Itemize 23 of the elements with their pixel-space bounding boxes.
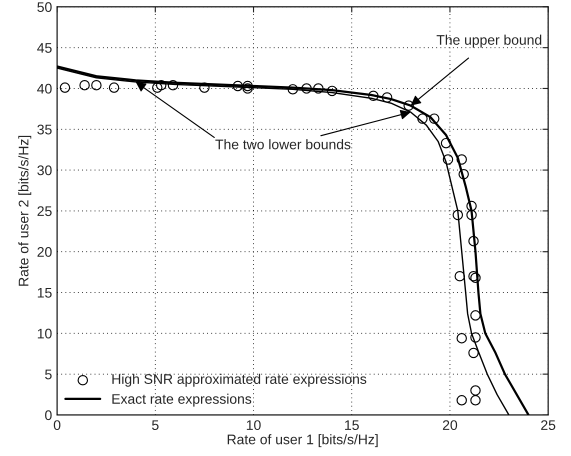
legend-label: Exact rate expressions — [112, 394, 252, 407]
annotation: The upper bound — [436, 34, 542, 48]
annotation: The two lower bounds — [215, 139, 350, 150]
x-tick-label: 5 — [152, 420, 159, 430]
y-tick-label: 5 — [45, 370, 52, 380]
x-tick-label: 25 — [541, 420, 556, 430]
y-tick-label: 40 — [37, 84, 52, 94]
y-tick-label: 50 — [37, 2, 52, 12]
x-tick-label: 0 — [54, 420, 60, 430]
x-tick-label: 20 — [442, 420, 458, 430]
y-tick-label: 15 — [38, 288, 52, 298]
legend-label: High SNR approximated rate expressions — [112, 374, 366, 387]
x-tick-label: 10 — [246, 420, 261, 430]
y-tick-label: 35 — [37, 124, 52, 134]
y-tick-label: 45 — [37, 43, 52, 53]
y-tick-label: 20 — [37, 247, 52, 257]
y-tick-label: 0 — [45, 410, 52, 420]
x-tick-label: 15 — [345, 420, 359, 430]
y-tick-label: 10 — [38, 328, 52, 339]
y-tick-label: 30 — [37, 165, 52, 176]
y-axis-title: Rate of user 2 [bits/s/Hz] — [18, 136, 32, 286]
y-tick-label: 25 — [37, 206, 52, 216]
x-axis-title: Rate of user 1 [bits/s/Hz] — [228, 434, 378, 448]
